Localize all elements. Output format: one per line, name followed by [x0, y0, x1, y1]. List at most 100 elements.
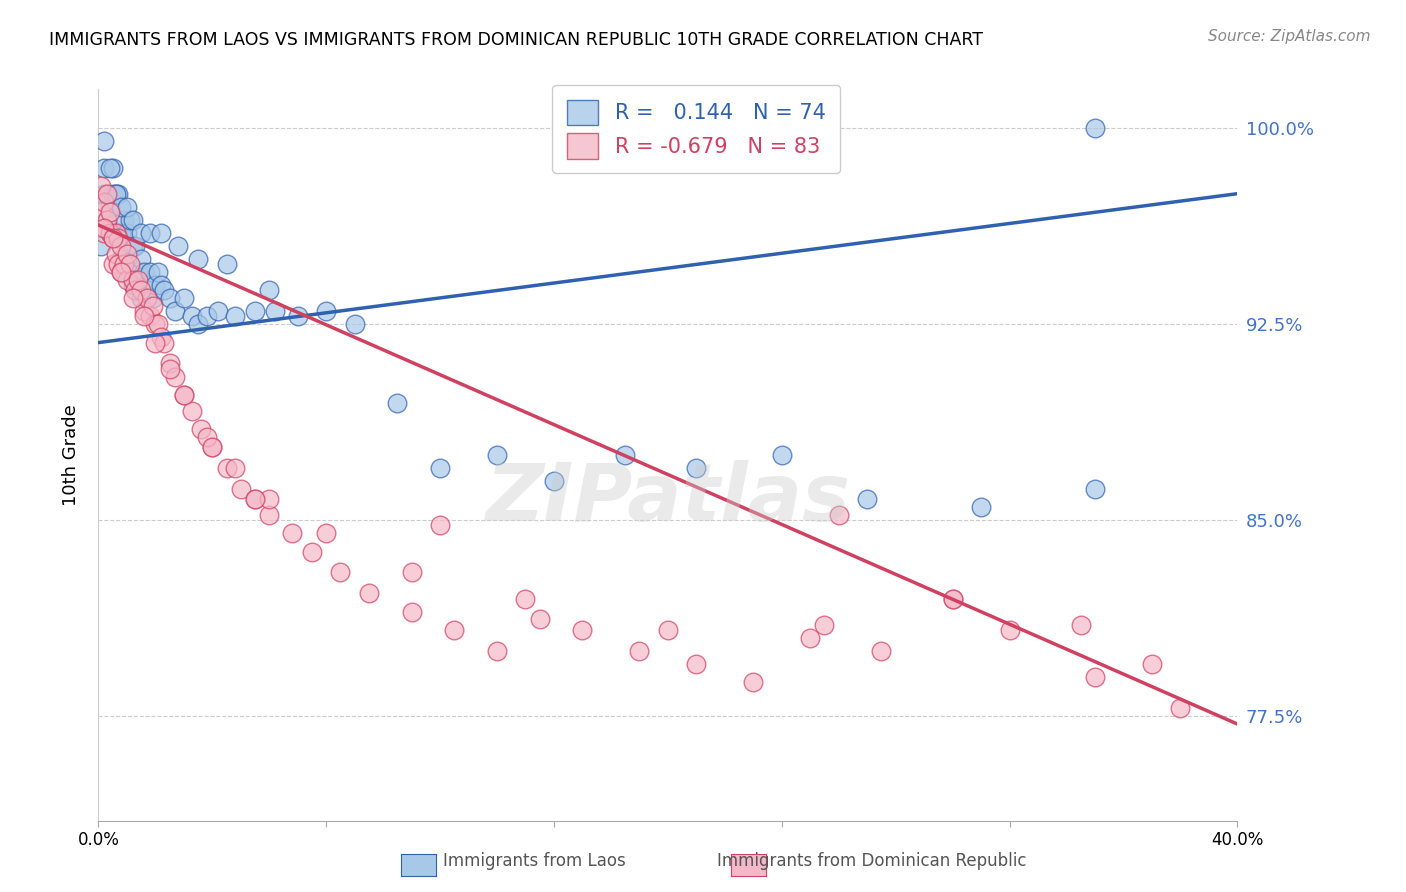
Point — [315, 304, 337, 318]
Point — [132, 304, 155, 318]
Point — [343, 318, 366, 332]
Point — [329, 566, 352, 580]
Point — [942, 591, 965, 606]
Point — [243, 304, 266, 318]
Point — [1084, 482, 1107, 496]
Point — [121, 273, 143, 287]
Point — [121, 239, 143, 253]
Point — [259, 284, 281, 298]
Point — [181, 310, 204, 324]
Point — [129, 226, 152, 240]
Point — [243, 492, 266, 507]
Point — [201, 440, 224, 454]
Point — [443, 623, 465, 637]
Point — [486, 644, 509, 658]
Point — [195, 310, 218, 324]
Point — [401, 605, 423, 619]
Point — [98, 205, 121, 219]
Point — [104, 226, 127, 240]
Point — [614, 448, 637, 462]
Point — [148, 265, 170, 279]
Point — [112, 212, 135, 227]
Point — [96, 186, 118, 201]
Point — [181, 403, 204, 417]
Point — [828, 508, 851, 522]
Point — [770, 448, 793, 462]
Point — [124, 278, 146, 293]
Point — [101, 161, 124, 175]
Point — [224, 461, 246, 475]
Point — [387, 395, 409, 409]
Point — [150, 226, 173, 240]
Point — [856, 492, 879, 507]
Point — [1070, 617, 1092, 632]
Point — [315, 526, 337, 541]
Text: IMMIGRANTS FROM LAOS VS IMMIGRANTS FROM DOMINICAN REPUBLIC 10TH GRADE CORRELATIO: IMMIGRANTS FROM LAOS VS IMMIGRANTS FROM … — [49, 31, 983, 49]
Point — [98, 161, 121, 175]
Point — [107, 226, 129, 240]
Point — [90, 178, 112, 193]
Point — [104, 247, 127, 261]
Point — [101, 231, 124, 245]
Point — [145, 278, 167, 293]
Point — [93, 226, 115, 240]
Point — [167, 239, 190, 253]
Point — [159, 361, 181, 376]
Point — [229, 482, 252, 496]
Point — [1084, 121, 1107, 136]
Point — [571, 623, 593, 637]
Point — [1170, 701, 1192, 715]
Point — [429, 518, 451, 533]
Point — [150, 330, 173, 344]
Point — [93, 135, 115, 149]
Point — [657, 623, 679, 637]
Point — [187, 318, 209, 332]
Point — [121, 212, 143, 227]
Point — [124, 239, 146, 253]
Point — [138, 310, 160, 324]
Point — [224, 310, 246, 324]
Point — [110, 200, 132, 214]
Point — [145, 335, 167, 350]
Point — [153, 335, 176, 350]
Point — [287, 310, 309, 324]
Point — [98, 200, 121, 214]
Point — [207, 304, 229, 318]
Point — [115, 252, 138, 266]
Point — [970, 500, 993, 515]
Point — [173, 388, 195, 402]
Point — [628, 644, 651, 658]
Point — [685, 657, 707, 671]
Point — [150, 278, 173, 293]
Point — [543, 474, 565, 488]
Point — [165, 369, 187, 384]
Point — [98, 226, 121, 240]
Point — [110, 239, 132, 253]
Point — [132, 310, 155, 324]
Point — [101, 186, 124, 201]
Point — [107, 231, 129, 245]
Point — [870, 644, 893, 658]
Point — [486, 448, 509, 462]
Legend: R =   0.144   N = 74, R = -0.679   N = 83: R = 0.144 N = 74, R = -0.679 N = 83 — [553, 85, 841, 173]
Point — [1084, 670, 1107, 684]
Point — [1140, 657, 1163, 671]
Point — [215, 257, 238, 271]
Point — [90, 239, 112, 253]
Point — [104, 186, 127, 201]
Point — [110, 265, 132, 279]
Point — [159, 357, 181, 371]
Text: ZIPatlas: ZIPatlas — [485, 459, 851, 538]
Point — [187, 252, 209, 266]
Point — [259, 508, 281, 522]
Text: Source: ZipAtlas.com: Source: ZipAtlas.com — [1208, 29, 1371, 44]
Point — [101, 226, 124, 240]
Point — [243, 492, 266, 507]
Point — [165, 304, 187, 318]
Point — [107, 257, 129, 271]
Point — [93, 194, 115, 209]
Point — [173, 291, 195, 305]
Point — [201, 440, 224, 454]
Point — [96, 212, 118, 227]
Text: Immigrants from Dominican Republic: Immigrants from Dominican Republic — [717, 852, 1026, 870]
